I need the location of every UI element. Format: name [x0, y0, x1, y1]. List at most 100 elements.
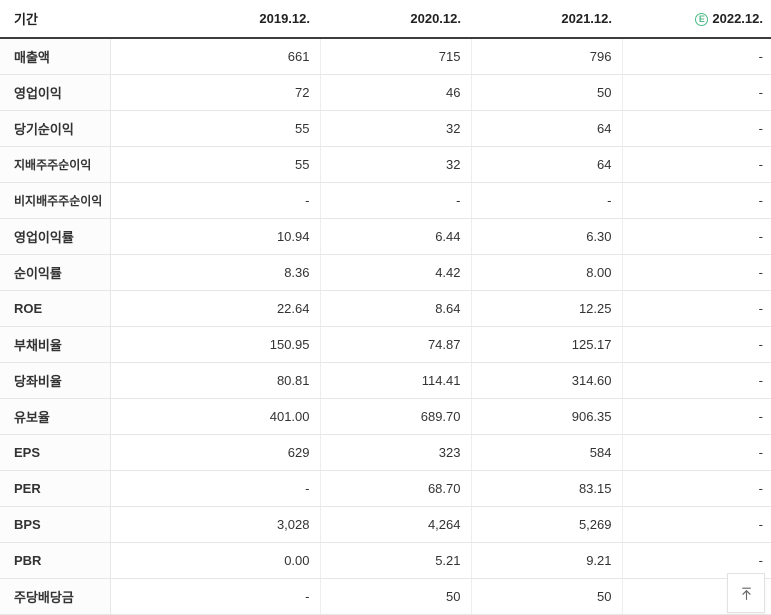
- cell-value: 125.17: [470, 326, 622, 363]
- cell-value: -: [621, 110, 771, 147]
- cell-value: 5.21: [319, 542, 471, 579]
- cell-value: -: [621, 506, 771, 543]
- scroll-to-top-button[interactable]: [727, 573, 765, 613]
- column-header-2021-12: 2021.12.: [471, 0, 622, 39]
- cell-value: 50: [470, 578, 622, 615]
- cell-value: 8.36: [110, 254, 320, 291]
- cell-value: 72: [110, 74, 320, 111]
- table-row: PBR 0.00 5.21 9.21-: [0, 542, 771, 579]
- row-label: 매출액: [0, 38, 111, 75]
- column-header-label: 2019.12.: [259, 11, 310, 26]
- cell-value: 55: [110, 110, 320, 147]
- row-label: 당좌비율: [0, 362, 111, 399]
- cell-value: -: [621, 542, 771, 579]
- cell-value: -: [110, 578, 320, 615]
- cell-value: -: [621, 74, 771, 111]
- cell-value: 32: [319, 146, 471, 183]
- column-header-2022-12-estimate: E 2022.12.: [622, 0, 771, 39]
- cell-value: -: [621, 254, 771, 291]
- cell-value: 323: [319, 434, 471, 471]
- estimate-icon: E: [695, 13, 709, 26]
- row-label: 영업이익: [0, 74, 111, 111]
- cell-value: 629: [110, 434, 320, 471]
- cell-value: 8.64: [319, 290, 471, 327]
- table-row: PER -68.70 83.15-: [0, 470, 771, 507]
- cell-value: 32: [319, 110, 471, 147]
- table-row: 지배주주순이익 55 32 64-: [0, 146, 771, 183]
- row-label: EPS: [0, 434, 111, 471]
- cell-value: 55: [110, 146, 320, 183]
- cell-value: 83.15: [470, 470, 622, 507]
- arrow-up-to-line-icon: [741, 587, 751, 600]
- table-row: BPS 3,028 4,264 5,269-: [0, 506, 771, 543]
- cell-value: -: [621, 38, 771, 75]
- row-label: 당기순이익: [0, 110, 111, 147]
- cell-value: 715: [319, 38, 471, 75]
- cell-value: 10.94: [110, 218, 320, 255]
- cell-value: 689.70: [319, 398, 471, 435]
- table-row: 순이익률 8.36 4.42 8.00-: [0, 254, 771, 291]
- cell-value: 661: [110, 38, 320, 75]
- cell-value: 50: [319, 578, 471, 615]
- row-label: 부채비율: [0, 326, 111, 363]
- period-header-label: 기간: [0, 0, 110, 39]
- column-header-label: 2022.12.: [712, 11, 763, 26]
- column-header-label: 2021.12.: [561, 11, 612, 26]
- table-row: EPS 629 323 584-: [0, 434, 771, 471]
- cell-value: -: [621, 326, 771, 363]
- table-row: 매출액 661 715 796-: [0, 38, 771, 75]
- table-header-row: 기간 2019.12. 2020.12. 2021.12. E 2022.12.: [0, 0, 771, 39]
- column-header-2020-12: 2020.12.: [320, 0, 471, 39]
- cell-value: 64: [470, 110, 622, 147]
- cell-value: 584: [470, 434, 622, 471]
- cell-value: 68.70: [319, 470, 471, 507]
- row-label: 비지배주주순이익: [0, 182, 111, 219]
- cell-value: 8.00: [470, 254, 622, 291]
- cell-value: -: [621, 434, 771, 471]
- cell-value: -: [621, 218, 771, 255]
- row-label: 지배주주순이익: [0, 146, 111, 183]
- cell-value: -: [470, 182, 622, 219]
- row-label: 영업이익률: [0, 218, 111, 255]
- cell-value: -: [621, 362, 771, 399]
- table-row: 당좌비율 80.81 114.41 314.60-: [0, 362, 771, 399]
- column-header-2019-12: 2019.12.: [110, 0, 320, 39]
- cell-value: 114.41: [319, 362, 471, 399]
- cell-value: 9.21: [470, 542, 622, 579]
- table-row: 영업이익 72 46 50-: [0, 74, 771, 111]
- cell-value: -: [621, 182, 771, 219]
- cell-value: -: [110, 182, 320, 219]
- cell-value: 6.30: [470, 218, 622, 255]
- cell-value: -: [621, 146, 771, 183]
- row-label: 주당배당금: [0, 578, 111, 615]
- row-label: 순이익률: [0, 254, 111, 291]
- cell-value: -: [110, 470, 320, 507]
- cell-value: 74.87: [319, 326, 471, 363]
- table-row: 비지배주주순이익 - - - -: [0, 182, 771, 219]
- row-label: BPS: [0, 506, 111, 543]
- cell-value: 80.81: [110, 362, 320, 399]
- column-header-label: 2020.12.: [410, 11, 461, 26]
- cell-value: 64: [470, 146, 622, 183]
- cell-value: 314.60: [470, 362, 622, 399]
- cell-value: -: [621, 398, 771, 435]
- table-row: 유보율 401.00 689.70 906.35-: [0, 398, 771, 435]
- cell-value: 12.25: [470, 290, 622, 327]
- cell-value: 0.00: [110, 542, 320, 579]
- cell-value: 906.35: [470, 398, 622, 435]
- cell-value: 796: [470, 38, 622, 75]
- cell-value: -: [621, 470, 771, 507]
- cell-value: 22.64: [110, 290, 320, 327]
- table-row: 부채비율 150.95 74.87 125.17-: [0, 326, 771, 363]
- cell-value: 4,264: [319, 506, 471, 543]
- cell-value: -: [621, 290, 771, 327]
- table-row: 당기순이익 55 32 64-: [0, 110, 771, 147]
- table-row: 영업이익률 10.94 6.44 6.30-: [0, 218, 771, 255]
- cell-value: 46: [319, 74, 471, 111]
- cell-value: 6.44: [319, 218, 471, 255]
- cell-value: 150.95: [110, 326, 320, 363]
- row-label: ROE: [0, 290, 111, 327]
- cell-value: 3,028: [110, 506, 320, 543]
